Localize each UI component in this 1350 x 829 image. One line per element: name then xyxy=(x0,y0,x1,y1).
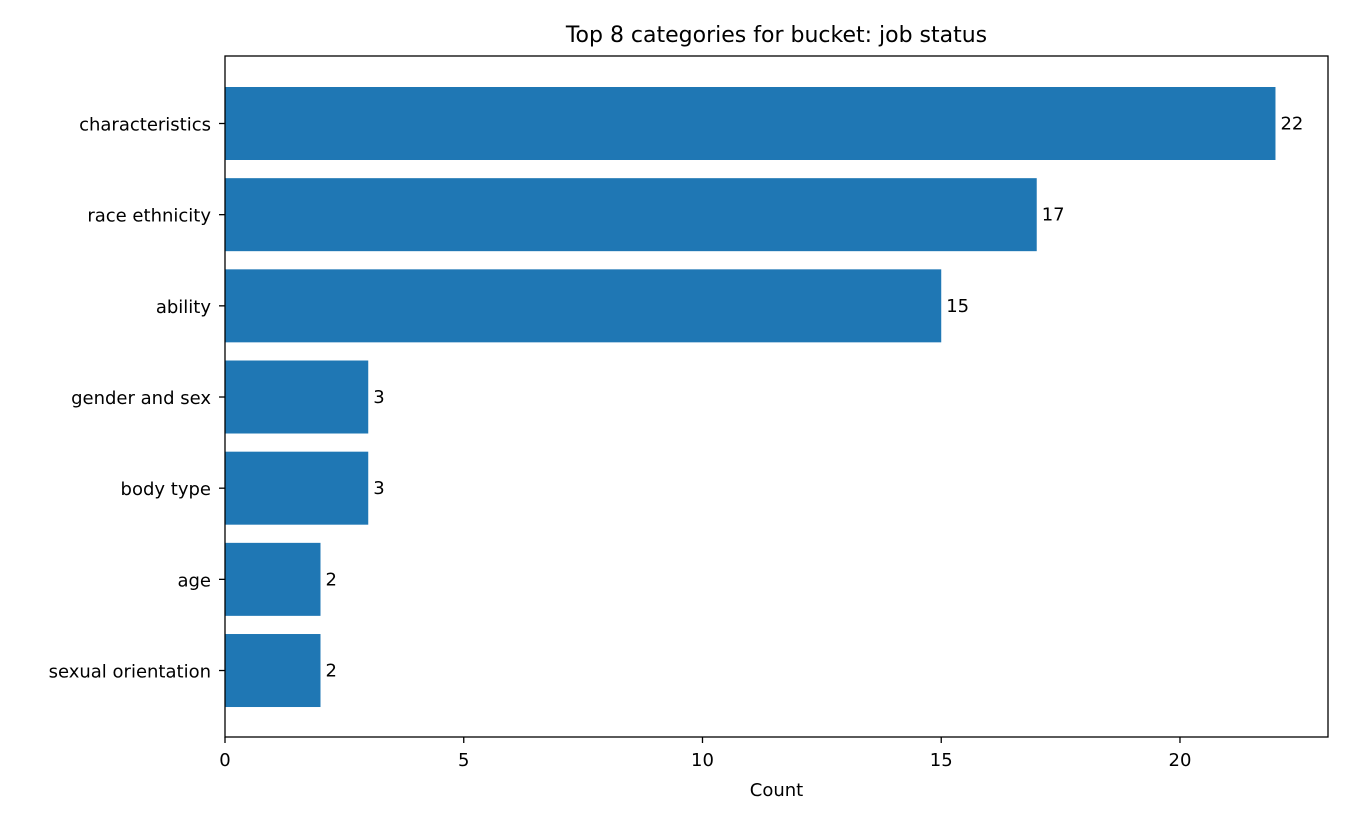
bar-value-label: 2 xyxy=(325,661,336,682)
bar-age xyxy=(225,542,321,616)
bar-gender-and-sex xyxy=(225,360,369,434)
plot-frame xyxy=(224,55,1329,738)
bar-body-type xyxy=(225,451,369,525)
y-tick-label: ability xyxy=(156,297,212,318)
bar-value-label: 2 xyxy=(325,569,336,590)
bars-layer xyxy=(225,87,1276,708)
bar-characteristics xyxy=(225,87,1276,160)
chart-title: Top 8 categories for bucket: job status xyxy=(565,23,987,48)
bar-value-label: 17 xyxy=(1042,205,1065,226)
bar-value-label: 3 xyxy=(373,387,384,408)
x-axis: 0 5 10 15 20 xyxy=(219,737,1191,771)
x-tick-label: 0 xyxy=(219,750,230,771)
y-tick-label: age xyxy=(177,570,211,591)
x-tick-label: 5 xyxy=(458,750,469,771)
bar-sexual-orientation xyxy=(225,634,321,708)
x-axis-label: Count xyxy=(750,780,803,801)
bar-value-label: 3 xyxy=(373,478,384,499)
y-tick-label: body type xyxy=(121,479,211,500)
bar-value-label: 22 xyxy=(1280,114,1303,135)
bar-race-ethnicity xyxy=(225,178,1037,252)
x-tick-label: 20 xyxy=(1169,750,1192,771)
y-tick-label: sexual orientation xyxy=(49,662,211,683)
y-axis: characteristics race ethnicity ability gend… xyxy=(49,115,225,683)
bar-ability xyxy=(225,269,942,343)
x-tick-label: 10 xyxy=(691,750,714,771)
bar-value-label: 15 xyxy=(946,296,969,317)
y-tick-label: gender and sex xyxy=(71,388,211,409)
x-tick-label: 15 xyxy=(930,750,953,771)
y-tick-label: race ethnicity xyxy=(87,206,211,227)
y-tick-label: characteristics xyxy=(79,115,211,136)
